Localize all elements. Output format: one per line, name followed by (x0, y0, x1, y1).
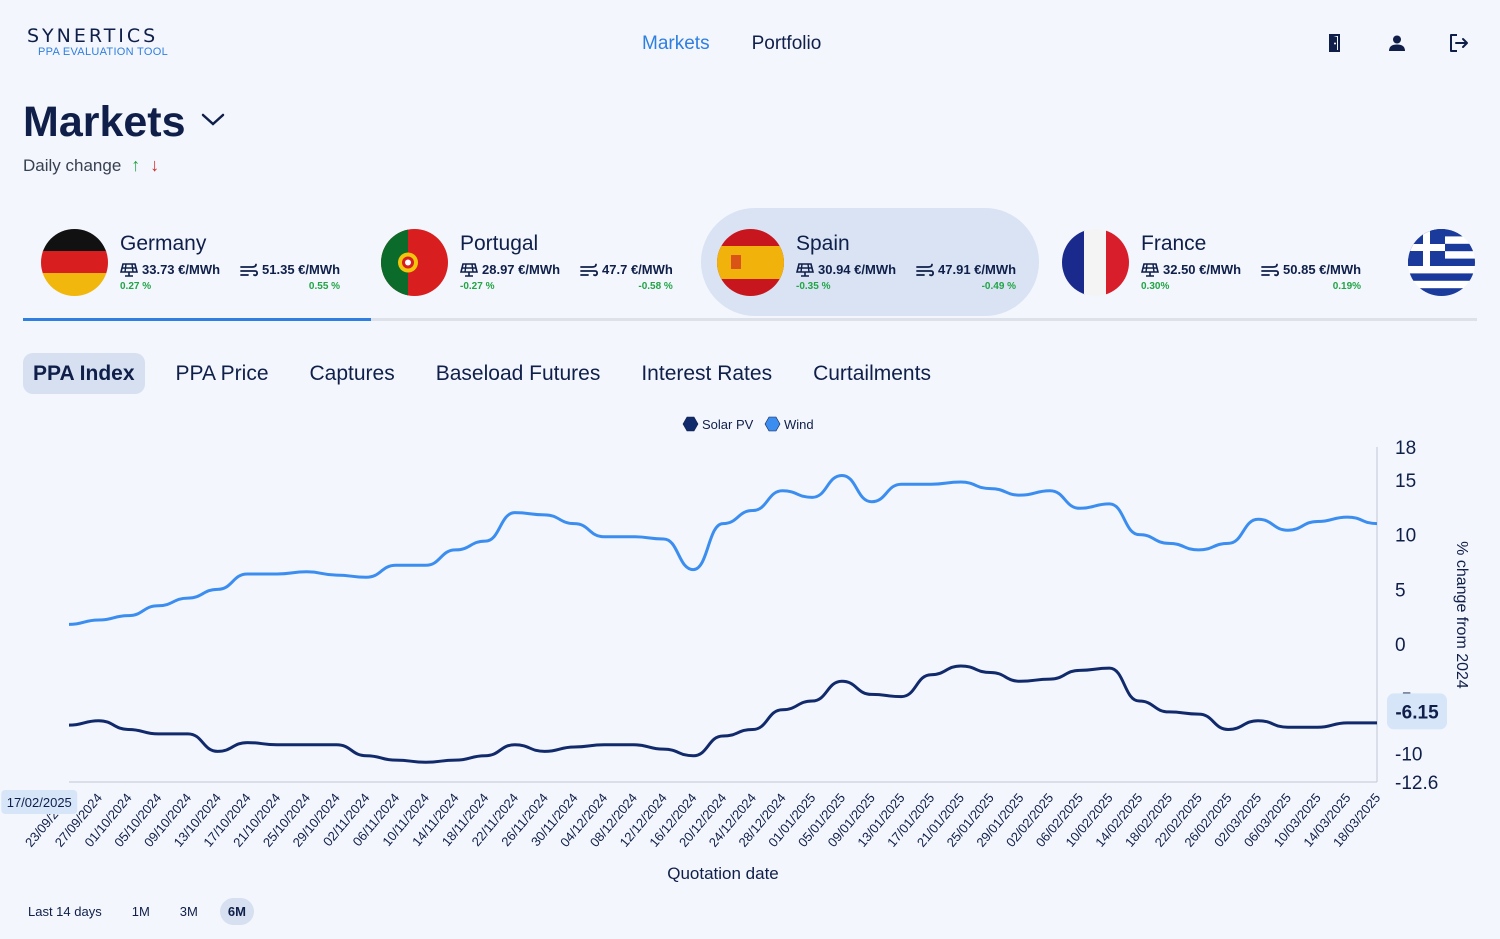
arrow-down-icon: ↓ (150, 155, 160, 175)
nav-portfolio[interactable]: Portfolio (751, 33, 822, 54)
y-tick-label: -10 (1395, 745, 1422, 766)
tab-baseload-futures[interactable]: Baseload Futures (435, 361, 601, 385)
solar-panel-icon (1141, 262, 1159, 277)
wind-icon (1261, 263, 1280, 277)
tab-interest-rates[interactable]: Interest Rates (641, 361, 773, 385)
y-tick-label: 18 (1395, 438, 1416, 459)
country-card-spain[interactable]: Spain 30.94 €/MWh 47.91 €/MWh -0.35 % -0… (701, 208, 1039, 316)
brand-subtitle: PPA EVALUATION TOOL (38, 46, 169, 58)
daily-change: Daily change ↑ ↓ (23, 155, 159, 176)
tab-ppa-index[interactable]: PPA Index (23, 353, 145, 394)
user-icon[interactable] (1386, 32, 1408, 54)
hover-date-badge (1, 790, 78, 814)
y-tick-label: 10 (1395, 526, 1416, 547)
strip-scroll-indicator[interactable] (23, 318, 371, 321)
legend-label-wind: Wind (784, 417, 814, 432)
solar-panel-icon (796, 262, 814, 277)
range-last-14-days[interactable]: Last 14 days (28, 904, 102, 919)
strip-divider (23, 318, 1477, 321)
solar-change: 0.27 % (120, 281, 152, 292)
tab-curtailments[interactable]: Curtailments (813, 361, 931, 385)
country-card-greece[interactable] (1408, 208, 1477, 316)
portugal-flag-icon (381, 228, 448, 296)
legend-marker-solar-pv (682, 416, 699, 432)
country-name: Portugal (460, 232, 539, 255)
wind-price: 50.85 €/MWh (1283, 262, 1362, 277)
wind-change: 0.19% (1332, 281, 1362, 292)
solar-price: 30.94 €/MWh (818, 262, 897, 277)
daily-change-label: Daily change (23, 155, 122, 175)
wind-price: 47.7 €/MWh (602, 262, 673, 277)
hover-value-label: -6.15 (1395, 702, 1439, 723)
y-tick-label: 5 (1395, 580, 1406, 601)
range-3m[interactable]: 3M (179, 904, 198, 919)
country-strip: Germany 33.73 €/MWh 51.35 €/MWh 0.27 % 0… (23, 208, 1477, 316)
wind-icon (916, 263, 935, 277)
arrow-up-icon: ↑ (131, 155, 141, 175)
time-range-selector: Last 14 days 1M 3M 6M (20, 898, 254, 925)
solar-panel-icon (460, 262, 478, 277)
brand-name: SYNERTICS (27, 25, 159, 47)
wind-icon (240, 263, 259, 277)
wind-change: -0.49 % (981, 281, 1017, 292)
wind-change: -0.58 % (638, 281, 673, 292)
country-card-france[interactable]: France 32.50 €/MWh 50.85 €/MWh 0.30% 0.1… (1062, 208, 1382, 316)
country-card-portugal[interactable]: Portugal 28.97 €/MWh 47.7 €/MWh -0.27 % … (381, 208, 701, 316)
range-1m[interactable]: 1M (131, 904, 150, 919)
solar-change: -0.35 % (796, 281, 831, 292)
y-axis-label: % change from 2024 (1453, 541, 1470, 689)
wind-price: 47.91 €/MWh (938, 262, 1017, 277)
range-6m[interactable]: 6M (219, 898, 254, 925)
y-tick-label: 0 (1395, 635, 1406, 656)
solar-price: 28.97 €/MWh (482, 262, 561, 277)
hover-date-label: 17/02/2025 (7, 795, 72, 810)
chevron-down-icon[interactable] (200, 112, 226, 133)
page-title: Markets (23, 98, 186, 146)
country-card-germany[interactable]: Germany 33.73 €/MWh 51.35 €/MWh 0.27 % 0… (41, 208, 361, 316)
exit-door-icon[interactable] (1324, 32, 1346, 54)
logout-icon[interactable] (1448, 32, 1470, 54)
wind-icon (580, 263, 599, 277)
brand-logo[interactable]: SYNERTICS PPA EVALUATION TOOL (27, 26, 168, 58)
x-axis-label: Quotation date (667, 864, 779, 883)
country-name: Spain (796, 232, 850, 255)
greece-flag-icon (1408, 228, 1475, 296)
legend-label-solar-pv: Solar PV (702, 417, 754, 432)
solar-change: -0.27 % (460, 281, 495, 292)
france-flag-icon (1062, 228, 1129, 296)
solar-price: 32.50 €/MWh (1163, 262, 1242, 277)
y-tick-label: 15 (1395, 471, 1416, 492)
main-nav: Markets Portfolio (642, 33, 821, 55)
legend-marker-wind (764, 416, 781, 432)
y-tick-label: -12.6 (1395, 773, 1438, 794)
germany-flag-icon (41, 228, 108, 296)
country-name: France (1141, 232, 1207, 255)
solar-panel-icon (120, 262, 138, 277)
tab-bar: PPA Index PPA Price Captures Baseload Fu… (23, 353, 952, 394)
country-name: Germany (120, 232, 207, 255)
wind-price: 51.35 €/MWh (262, 262, 341, 277)
solar-price: 33.73 €/MWh (142, 262, 221, 277)
top-icons (1324, 32, 1470, 54)
wind-change: 0.55 % (308, 281, 341, 292)
series-line-wind (68, 473, 1378, 626)
series-line-solar-pv (68, 664, 1377, 764)
spain-flag-icon (717, 228, 784, 296)
hover-value-badge (1387, 693, 1447, 730)
solar-change: 0.30% (1141, 281, 1170, 292)
tab-ppa-price[interactable]: PPA Price (175, 361, 269, 385)
nav-markets[interactable]: Markets (642, 33, 710, 54)
page-title-row[interactable]: Markets (23, 98, 226, 147)
tab-captures[interactable]: Captures (309, 361, 395, 385)
